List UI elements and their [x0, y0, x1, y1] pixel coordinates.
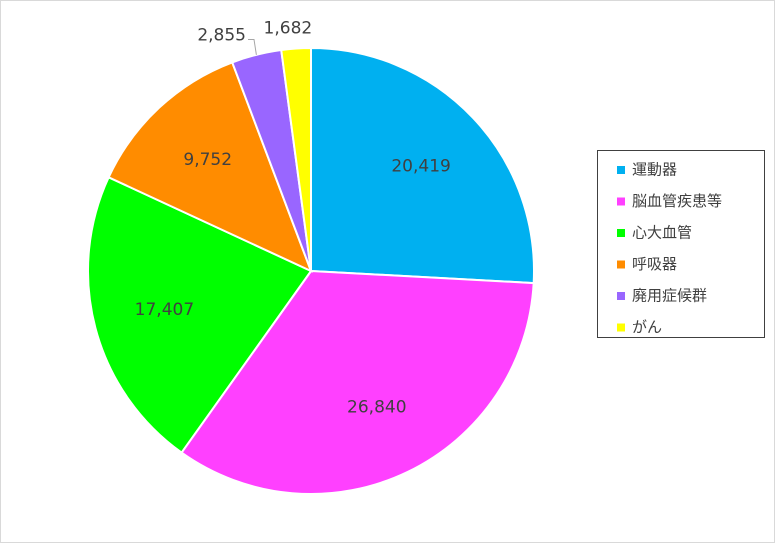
legend-label: がん	[632, 318, 662, 336]
legend-label: 廃用症候群	[632, 287, 707, 305]
pie-slice	[310, 46, 535, 285]
data-label: 9,752	[183, 150, 232, 170]
legend-swatch	[617, 229, 625, 237]
legend-label: 脳血管疾患等	[632, 192, 722, 210]
pie-slice	[107, 61, 313, 273]
legend-swatch	[617, 323, 625, 332]
legend-swatch	[617, 260, 625, 269]
leader-line	[248, 38, 257, 55]
data-label: 1,682	[264, 19, 313, 39]
data-label: 26,840	[347, 398, 406, 418]
pie-slice	[180, 269, 535, 495]
legend-swatch	[617, 197, 625, 206]
data-label: 2,855	[197, 25, 246, 45]
legend-swatch	[617, 166, 625, 174]
pie: 20,419 26,840 17,407 9,752 2,855 1,682	[87, 19, 535, 495]
legend-label: 呼吸器	[632, 255, 677, 273]
legend-box	[597, 150, 765, 338]
pie-slice	[280, 46, 312, 272]
legend-label: 心大血管	[632, 224, 692, 242]
legend-label: 運動器	[632, 161, 677, 179]
data-label: 20,419	[391, 157, 450, 177]
data-label: 17,407	[135, 300, 194, 320]
legend-swatch	[617, 292, 625, 300]
